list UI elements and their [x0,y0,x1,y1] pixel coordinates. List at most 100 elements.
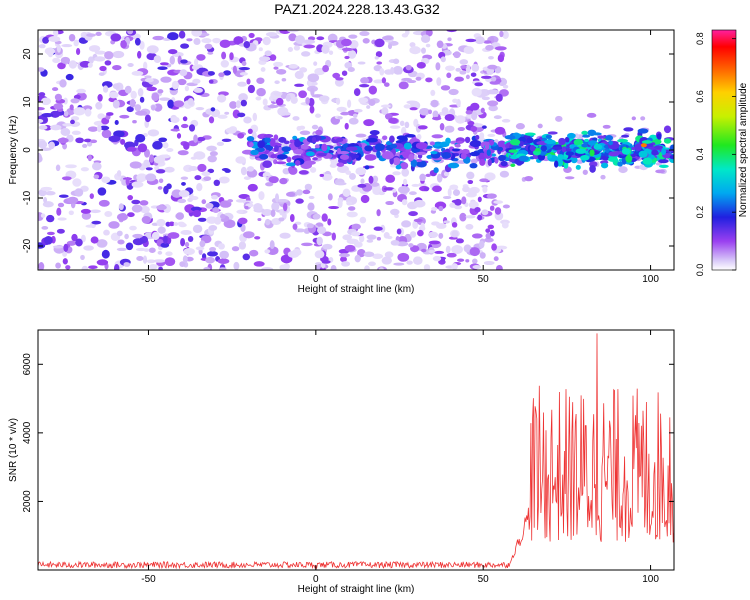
heatmap-cell [281,146,292,152]
heatmap-cell [209,247,217,252]
heatmap-cell [319,173,325,177]
heatmap-cell [246,166,255,172]
heatmap-cell [87,62,93,68]
heatmap-cell [494,126,506,135]
heatmap-cell [227,199,234,203]
heatmap-cell [311,124,319,130]
heatmap-cell [178,30,186,39]
heatmap-cell [431,221,440,226]
heatmap-cell [570,156,578,164]
y-tick-label: 2000 [22,490,33,513]
heatmap-cell [364,165,370,170]
heatmap-cell [465,215,476,219]
heatmap-cell [279,264,287,270]
heatmap-cell [38,189,47,197]
heatmap-cell [129,98,136,108]
y-tick-label: 6000 [22,353,33,376]
heatmap-cell [252,112,258,122]
heatmap-cell [416,133,422,141]
heatmap-cell [148,247,156,253]
heatmap-cell [180,43,190,49]
y-tick-label: 10 [22,96,33,108]
heatmap-cell [357,248,366,258]
heatmap-cell [336,162,345,167]
heatmap-cell [360,178,365,185]
heatmap-cell [194,175,202,181]
heatmap-cell [212,207,220,214]
heatmap-cell [255,96,262,101]
heatmap-cell [451,221,458,228]
heatmap-cell [146,259,156,264]
heatmap-cell [489,230,495,237]
heatmap-cell [265,32,278,37]
heatmap-cell [558,137,566,146]
heatmap-cell [466,171,475,180]
heatmap-cell [188,124,196,132]
spectrogram-y-ticks: -20 -10 0 10 20 [22,48,674,253]
heatmap-cell [621,144,627,148]
heatmap-cell [655,162,662,166]
heatmap-cell [483,40,492,44]
heatmap-cell [605,135,614,141]
heatmap-cell [124,233,129,240]
heatmap-cell [108,221,120,229]
heatmap-cell [428,240,441,245]
heatmap-cell [83,138,92,143]
heatmap-cell [149,154,155,163]
heatmap-cell [162,142,169,149]
heatmap-cell [368,175,374,184]
heatmap-cell [81,212,92,220]
heatmap-cell [328,50,334,55]
heatmap-cell [463,244,472,253]
heatmap-cell [471,233,483,239]
heatmap-cell [307,36,316,41]
heatmap-cell [113,130,125,138]
heatmap-cell [242,253,251,261]
heatmap-cell [165,251,173,257]
heatmap-cell [110,33,122,42]
heatmap-cell [389,125,401,129]
heatmap-cell [159,62,169,66]
heatmap-cell [384,251,394,259]
heatmap-cell [275,161,287,165]
heatmap-cell [467,179,474,185]
heatmap-cell [415,142,428,150]
heatmap-cell [294,159,301,166]
heatmap-cell [281,77,287,82]
heatmap-cell [95,101,103,110]
heatmap-cell [474,36,485,45]
heatmap-cell [314,250,325,259]
colorbar-gradient [711,29,737,271]
heatmap-cell [144,75,152,79]
heatmap-cell [487,64,498,70]
heatmap-cell [116,213,128,221]
heatmap-cell [491,243,497,251]
heatmap-cell [401,220,412,228]
heatmap-cell [408,153,415,162]
heatmap-cell [481,209,489,216]
heatmap-cell [91,162,102,171]
heatmap-cell [483,260,495,266]
heatmap-cell [358,234,365,243]
heatmap-cell [634,143,642,151]
heatmap-cell [216,94,227,103]
heatmap-cell [167,99,174,109]
heatmap-cell [236,209,244,214]
heatmap-cell [153,259,166,263]
heatmap-cell [529,145,536,152]
heatmap-cell [289,139,296,143]
heatmap-cell [640,116,646,121]
heatmap-cell [53,103,64,110]
heatmap-cell [232,65,238,75]
heatmap-cell [469,163,478,169]
heatmap-cell [383,82,390,87]
heatmap-cell [372,175,379,183]
heatmap-cell [501,221,509,229]
colorbar-tick-label: 0.8 [695,32,705,45]
heatmap-cell [641,140,653,144]
heatmap-cell [157,89,164,94]
heatmap-cell [211,194,219,200]
heatmap-cell [201,171,211,176]
heatmap-cell [43,197,48,203]
heatmap-cell [586,112,597,118]
